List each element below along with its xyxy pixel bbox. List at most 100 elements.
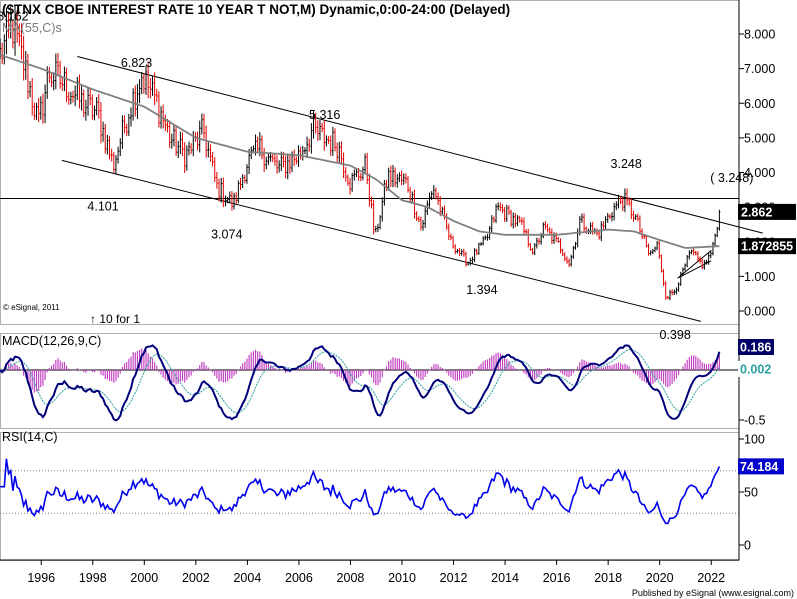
macd-histogram-bar (596, 366, 598, 370)
ohlc-bar (39, 96, 42, 120)
ohlc-bar (265, 156, 268, 170)
macd-histogram-bar (458, 370, 461, 381)
macd-histogram-bar (158, 370, 160, 373)
macd-histogram-bar (115, 370, 117, 382)
macd-histogram-bar (242, 363, 244, 370)
macd-histogram-bar (400, 359, 403, 370)
ohlc-bar (110, 148, 113, 162)
macd-histogram-bar (413, 370, 416, 374)
ohlc-bar (228, 191, 231, 204)
macd-histogram-bar (476, 368, 478, 370)
macd-histogram-bar (261, 355, 263, 370)
macd-histogram-bar (570, 370, 572, 376)
ohlc-bar (190, 143, 193, 154)
macd-histogram-bar (699, 359, 701, 370)
ohlc-bar (458, 247, 461, 257)
ohlc-bar (452, 235, 455, 249)
macd-histogram-bar (525, 370, 527, 375)
macd-histogram-bar (630, 369, 632, 371)
ohlc-bar (237, 180, 240, 204)
ohlc-bar (314, 112, 317, 134)
ohlc-bar (374, 225, 377, 233)
macd-histogram-bar (117, 370, 119, 378)
ohlc-bar (497, 202, 500, 211)
ohlc-bar (149, 78, 152, 99)
macd-histogram-bar (594, 365, 596, 370)
ohlc-bar (99, 102, 102, 144)
macd-histogram-bar (276, 370, 278, 371)
macd-histogram-bar (360, 370, 362, 376)
macd-histogram-bar (93, 370, 96, 373)
macd-panel[interactable] (0, 344, 739, 422)
ohlc-bar (615, 201, 618, 211)
macd-histogram-bar (265, 362, 267, 370)
ohlc-bar (117, 146, 120, 164)
macd-histogram-bar (235, 370, 237, 374)
macd-histogram-bar (521, 370, 523, 371)
macd-histogram-bar (91, 370, 93, 373)
macd-histogram-bar (57, 358, 59, 370)
x-tick-label: 2022 (697, 571, 725, 585)
macd-histogram-bar (446, 370, 448, 373)
ohlc-bar (604, 216, 607, 230)
ohlc-bar (636, 213, 639, 222)
ohlc-bar (261, 135, 263, 160)
macd-histogram-bar (454, 370, 456, 381)
ohlc-bar (35, 102, 38, 120)
macd-histogram-bar (164, 370, 166, 380)
ohlc-bar (112, 152, 115, 173)
price-annotation: 8.162 (0, 9, 29, 23)
ohlc-bar (183, 142, 186, 174)
ohlc-bar (145, 65, 147, 95)
macd-histogram-bar (426, 370, 428, 374)
ohlc-bar (41, 93, 44, 124)
macd-histogram-bar (53, 363, 55, 370)
macd-histogram-bar (686, 359, 688, 370)
ohlc-bar (303, 147, 306, 155)
ohlc-bar (338, 141, 341, 163)
ohlc-bar (20, 23, 23, 60)
ohlc-bar (93, 105, 96, 121)
ohlc-bar (424, 206, 427, 228)
ohlc-bar (574, 241, 577, 250)
ohlc-bar (376, 223, 379, 233)
ohlc-bar (59, 60, 62, 89)
ohlc-bar (396, 174, 399, 188)
macd-histogram-bar (214, 370, 216, 376)
macd-histogram-bar (46, 370, 48, 373)
price-y-tick-label: 7.000 (744, 62, 775, 76)
macd-histogram-bar (486, 359, 489, 370)
panel-frame-2 (0, 432, 740, 561)
ohlc-bar (621, 197, 624, 212)
macd-histogram-bar (55, 359, 57, 370)
macd-histogram-bar (493, 355, 495, 370)
macd-histogram-bar (98, 370, 100, 371)
macd-histogram-bar (8, 363, 10, 370)
ohlc-bar (69, 91, 72, 105)
ohlc-bar (518, 215, 521, 223)
macd-histogram-bar (48, 367, 50, 370)
rsi-panel[interactable] (0, 458, 739, 525)
ohlc-bar (1, 42, 4, 65)
ohlc-bar (359, 173, 362, 182)
macd-histogram-bar (145, 349, 147, 370)
macd-histogram-bar (100, 370, 102, 375)
macd-histogram-bar (555, 369, 557, 371)
price-panel[interactable]: 8.162 6.823 5.316 4.101 3.074 1.394 3.248 ( 3.2… (0, 5, 763, 342)
macd-value-badge (738, 361, 774, 377)
ohlc-bar (331, 126, 334, 156)
macd-histogram-bar (199, 365, 201, 370)
ohlc-bar (684, 263, 686, 272)
macd-histogram-bar (370, 370, 373, 378)
ohlc-bar (256, 136, 259, 154)
macd-histogram-bar (12, 365, 14, 370)
ohlc-bar (175, 126, 178, 156)
macd-histogram-bar (231, 370, 233, 379)
ohlc-bar (701, 258, 704, 270)
ohlc-bar (95, 97, 98, 116)
ohlc-bar (718, 209, 721, 231)
ohlc-bar (138, 79, 141, 104)
ohlc-bar (0, 38, 1, 59)
ohlc-bar (501, 204, 504, 214)
ohlc-bar (681, 267, 684, 276)
